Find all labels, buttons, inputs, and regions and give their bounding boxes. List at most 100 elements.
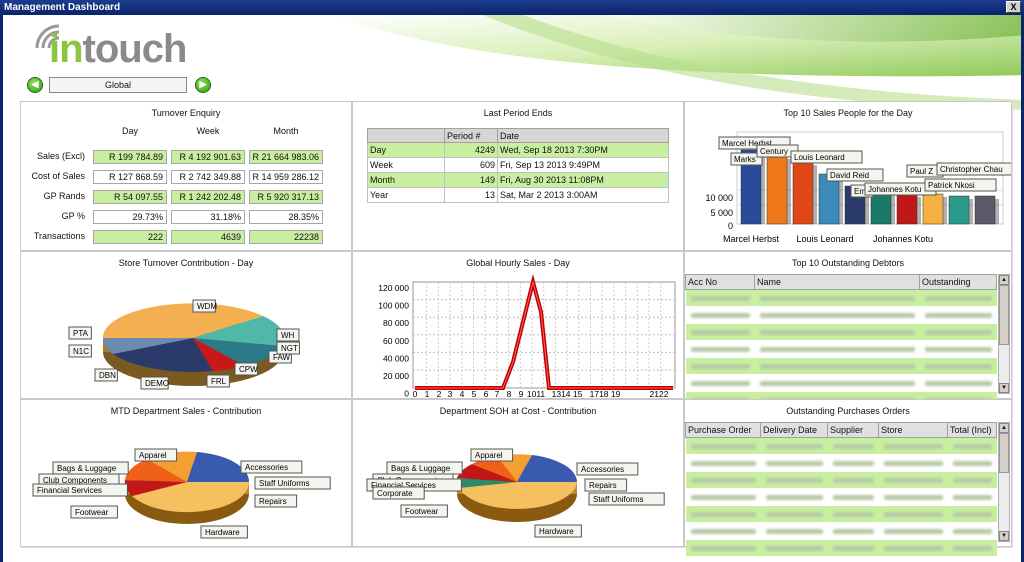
grid-cell bbox=[760, 522, 828, 540]
sales-label: Christopher Chau bbox=[940, 165, 1003, 174]
grid-row[interactable] bbox=[685, 357, 997, 375]
window-titlebar: Management Dashboard X bbox=[0, 0, 1024, 15]
hourly-xtick: 1 bbox=[425, 389, 430, 398]
lp-row: Week 609 Fri, Sep 13 2013 9:49PM bbox=[367, 157, 669, 173]
redacted-value bbox=[832, 443, 874, 449]
hourly-ytick: 0 bbox=[404, 389, 409, 398]
redacted-value bbox=[690, 443, 756, 449]
grid-row[interactable] bbox=[685, 340, 997, 358]
grid-cell bbox=[947, 539, 997, 557]
grid-row[interactable] bbox=[685, 505, 997, 523]
hourly-ytick: 20 000 bbox=[383, 371, 409, 381]
grid-cell bbox=[878, 505, 948, 523]
pie-label-box bbox=[94, 368, 118, 382]
scroll-thumb[interactable] bbox=[999, 433, 1009, 473]
redacted-value bbox=[883, 528, 943, 534]
sales-bar-shadow bbox=[995, 199, 999, 224]
debtors-title: Top 10 Outstanding Debtors bbox=[791, 258, 905, 268]
grid-cell bbox=[919, 357, 997, 375]
grid-row[interactable] bbox=[685, 454, 997, 472]
scroll-thumb[interactable] bbox=[999, 285, 1009, 345]
grid-cell bbox=[947, 488, 997, 506]
redacted-value bbox=[765, 545, 823, 551]
sales-label-box bbox=[730, 152, 763, 166]
grid-cell bbox=[685, 488, 761, 506]
pie-label: Staff Uniforms bbox=[259, 479, 310, 488]
hourly-ytick: 120 000 bbox=[378, 283, 409, 293]
grid-row[interactable] bbox=[685, 522, 997, 540]
grid-cell bbox=[827, 471, 879, 489]
redacted-value bbox=[765, 460, 823, 466]
turnover-value: 4639 bbox=[171, 230, 245, 244]
purchases-scrollbar[interactable]: ▲ ▼ bbox=[998, 422, 1010, 542]
grid-row[interactable] bbox=[685, 539, 997, 557]
arrow-right-icon[interactable]: ▶ bbox=[195, 77, 211, 93]
grid-cell bbox=[754, 340, 920, 358]
grid-cell bbox=[827, 437, 879, 455]
redacted-value bbox=[765, 528, 823, 534]
scroll-up-icon[interactable]: ▲ bbox=[999, 423, 1009, 433]
col-day: Day bbox=[121, 126, 138, 136]
debtors-scrollbar[interactable]: ▲ ▼ bbox=[998, 274, 1010, 394]
hourly-xtick: 1718 19 bbox=[590, 389, 621, 398]
pie-label-box bbox=[192, 299, 216, 313]
top-sales-chart: 10 000 5 000 0 Marcel Herbst Louis Leona… bbox=[705, 131, 1011, 244]
turnover-value: R 1 242 202.48 bbox=[171, 190, 245, 204]
arrow-left-icon[interactable]: ◀ bbox=[27, 77, 43, 93]
grid-cell bbox=[919, 306, 997, 324]
turnover-value: R 21 664 983.06 bbox=[249, 150, 323, 164]
hourly-xtick: 2 bbox=[437, 389, 442, 398]
debtors-header-outstanding: Outstanding bbox=[919, 274, 997, 290]
grid-row[interactable] bbox=[685, 374, 997, 392]
turnover-value: R 54 097.55 bbox=[93, 190, 167, 204]
grid-cell bbox=[827, 454, 879, 472]
grid-cell bbox=[754, 374, 920, 392]
redacted-value bbox=[690, 380, 750, 386]
grid-cell bbox=[947, 471, 997, 489]
lp-cell-period: 609 bbox=[444, 157, 498, 173]
grid-cell bbox=[827, 505, 879, 523]
grid-cell bbox=[878, 471, 948, 489]
grid-row[interactable] bbox=[685, 306, 997, 324]
po-header-supplier: Supplier bbox=[827, 422, 879, 438]
grid-row[interactable] bbox=[685, 488, 997, 506]
grid-row[interactable] bbox=[685, 437, 997, 455]
scroll-down-icon[interactable]: ▼ bbox=[999, 531, 1009, 541]
redacted-value bbox=[952, 545, 992, 551]
debtors-header-acc: Acc No bbox=[685, 274, 755, 290]
turnover-value: R 5 920 317.13 bbox=[249, 190, 323, 204]
hourly-xtick: 4 bbox=[460, 389, 465, 398]
tick-5000: 5 000 bbox=[710, 208, 733, 218]
scroll-up-icon[interactable]: ▲ bbox=[999, 275, 1009, 285]
redacted-value bbox=[759, 329, 915, 335]
scope-selector[interactable]: Global bbox=[49, 77, 187, 93]
pie-label: Repairs bbox=[589, 481, 617, 490]
pie-label: Apparel bbox=[139, 451, 167, 460]
pie-label: PTA bbox=[73, 329, 89, 338]
sales-label: Paul Z bbox=[910, 167, 933, 176]
redacted-value bbox=[952, 494, 992, 500]
sales-label: Marks bbox=[734, 155, 756, 164]
grid-row[interactable] bbox=[685, 289, 997, 307]
soh-dept-panel: Department SOH at Cost - Contribution Ap… bbox=[352, 399, 684, 547]
grid-cell bbox=[685, 454, 761, 472]
pie-label-box bbox=[254, 494, 298, 508]
redacted-value bbox=[832, 545, 874, 551]
tick-0: 0 bbox=[728, 221, 733, 231]
sales-label: Marcel Herbst bbox=[722, 139, 773, 148]
close-button[interactable]: X bbox=[1006, 1, 1021, 13]
lp-cell-date: Fri, Aug 30 2013 11:08PM bbox=[497, 172, 669, 188]
redacted-value bbox=[952, 443, 992, 449]
sales-bar bbox=[740, 149, 762, 225]
hourly-title: Global Hourly Sales - Day bbox=[466, 258, 570, 268]
scroll-down-icon[interactable]: ▼ bbox=[999, 383, 1009, 393]
grid-row[interactable] bbox=[685, 323, 997, 341]
grid-cell bbox=[878, 437, 948, 455]
pie-label-box bbox=[400, 504, 448, 518]
grid-row[interactable] bbox=[685, 471, 997, 489]
last-period-table: Period # Date Day 4249 Wed, Sep 18 2013 7:… bbox=[367, 128, 669, 203]
redacted-value bbox=[952, 477, 992, 483]
redacted-value bbox=[690, 329, 750, 335]
last-period-title: Last Period Ends bbox=[483, 108, 553, 118]
